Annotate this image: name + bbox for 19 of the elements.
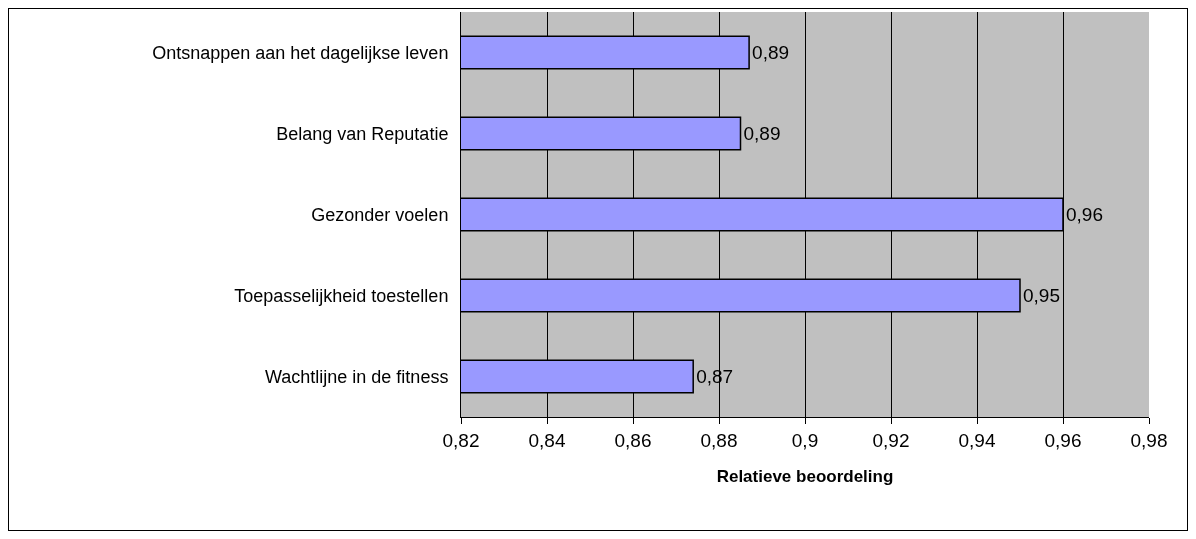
y-tick-label: Toepasselijkheid toestellen: [234, 285, 449, 306]
y-tick-label: Belang van Reputatie: [276, 123, 449, 144]
data-label: 0,89: [752, 42, 790, 63]
x-tick-label: 0,98: [1130, 429, 1168, 451]
data-label: 0,89: [743, 123, 781, 144]
x-tick-label: 0,92: [872, 429, 910, 451]
x-tick-label: 0,86: [614, 429, 652, 451]
y-tick-label: Gezonder voelen: [311, 204, 449, 225]
x-tick-label: 0,88: [700, 429, 738, 451]
y-tick-label: Ontsnappen aan het dagelijkse leven: [152, 42, 449, 63]
x-tick-label: 0,94: [958, 429, 996, 451]
data-label: 0,96: [1066, 204, 1103, 225]
x-tick-label: 0,84: [528, 429, 566, 451]
data-label: 0,95: [1023, 285, 1060, 306]
y-tick-label: Wachtlijne in de fitness: [264, 366, 449, 387]
x-tick-label: 0,82: [442, 429, 480, 451]
x-axis-title: Relatieve beoordeling: [716, 467, 894, 487]
x-tick-label: 0,9: [791, 429, 819, 451]
x-tick-label: 0,96: [1044, 429, 1082, 451]
